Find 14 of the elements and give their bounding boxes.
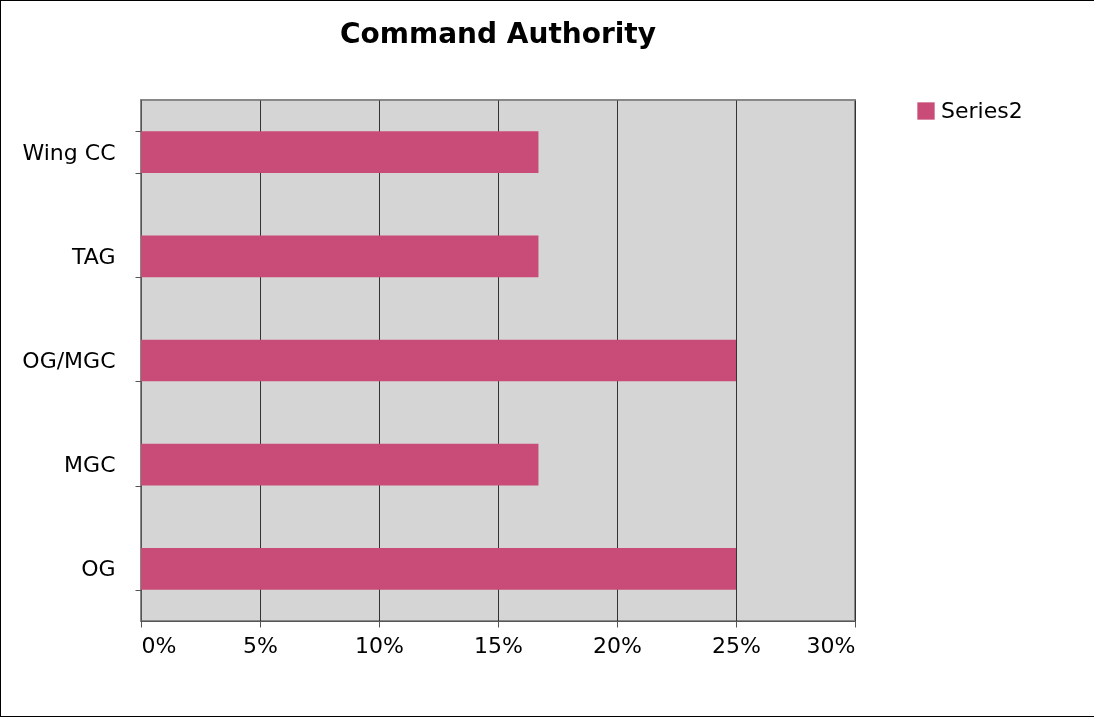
chart-title: Command Authority — [340, 17, 656, 50]
y-tick-label: Wing CC — [22, 139, 116, 165]
x-tick-label: 20% — [593, 632, 642, 658]
legend-label: Series2 — [941, 98, 1023, 123]
x-tick-label: 30% — [806, 632, 856, 658]
x-tick-label: 15% — [474, 632, 523, 658]
x-tick-label: 0% — [141, 632, 177, 658]
y-tick-label: OG/MGC — [22, 348, 116, 373]
y-tick-label: TAG — [71, 243, 116, 269]
x-tick-label: 25% — [712, 632, 761, 658]
x-tick-label: 5% — [243, 632, 278, 658]
x-tick-label: 10% — [355, 632, 404, 658]
y-tick-label: OG — [81, 556, 116, 582]
y-tick-label: MGC — [64, 452, 116, 478]
